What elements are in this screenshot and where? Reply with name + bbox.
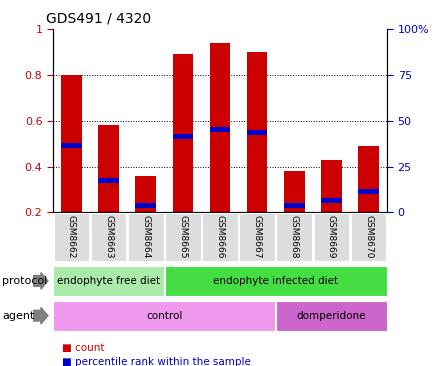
Text: GDS491 / 4320: GDS491 / 4320 (46, 11, 151, 25)
Text: domperidone: domperidone (297, 311, 366, 321)
Text: GSM8667: GSM8667 (253, 215, 262, 259)
Text: GSM8666: GSM8666 (216, 215, 224, 259)
FancyBboxPatch shape (276, 301, 387, 330)
FancyBboxPatch shape (314, 213, 349, 261)
Bar (210, 43, 230, 212)
FancyBboxPatch shape (202, 213, 238, 261)
FancyBboxPatch shape (91, 213, 126, 261)
FancyArrow shape (33, 307, 48, 324)
Text: GSM8662: GSM8662 (67, 215, 76, 259)
FancyBboxPatch shape (276, 213, 312, 261)
Bar (247, 130, 268, 135)
Bar (359, 146, 379, 212)
Text: GSM8663: GSM8663 (104, 215, 113, 259)
FancyBboxPatch shape (351, 213, 386, 261)
Bar (284, 171, 304, 212)
FancyArrow shape (33, 273, 48, 289)
Bar (98, 178, 119, 183)
FancyBboxPatch shape (53, 301, 275, 330)
Bar (321, 160, 342, 212)
Bar (210, 127, 230, 132)
Bar (136, 176, 156, 212)
FancyBboxPatch shape (53, 266, 164, 296)
Bar (61, 75, 81, 212)
Text: GSM8669: GSM8669 (327, 215, 336, 259)
Bar (284, 203, 304, 208)
Bar (359, 189, 379, 194)
FancyBboxPatch shape (239, 213, 275, 261)
Text: endophyte free diet: endophyte free diet (57, 276, 160, 286)
Text: control: control (146, 311, 183, 321)
Text: ■ percentile rank within the sample: ■ percentile rank within the sample (62, 357, 250, 366)
Text: agent: agent (2, 311, 35, 321)
FancyBboxPatch shape (128, 213, 164, 261)
Text: endophyte infected diet: endophyte infected diet (213, 276, 338, 286)
Text: GSM8664: GSM8664 (141, 215, 150, 259)
FancyBboxPatch shape (54, 213, 89, 261)
Bar (61, 143, 81, 149)
Bar (247, 52, 268, 212)
Bar (98, 125, 119, 212)
Bar (136, 203, 156, 208)
Bar (321, 198, 342, 203)
FancyBboxPatch shape (165, 213, 201, 261)
FancyBboxPatch shape (165, 266, 387, 296)
Text: GSM8665: GSM8665 (178, 215, 187, 259)
Bar (172, 134, 193, 139)
Text: ■ count: ■ count (62, 343, 104, 354)
Text: protocol: protocol (2, 276, 48, 286)
Bar (172, 55, 193, 212)
Text: GSM8668: GSM8668 (290, 215, 299, 259)
Text: GSM8670: GSM8670 (364, 215, 373, 259)
